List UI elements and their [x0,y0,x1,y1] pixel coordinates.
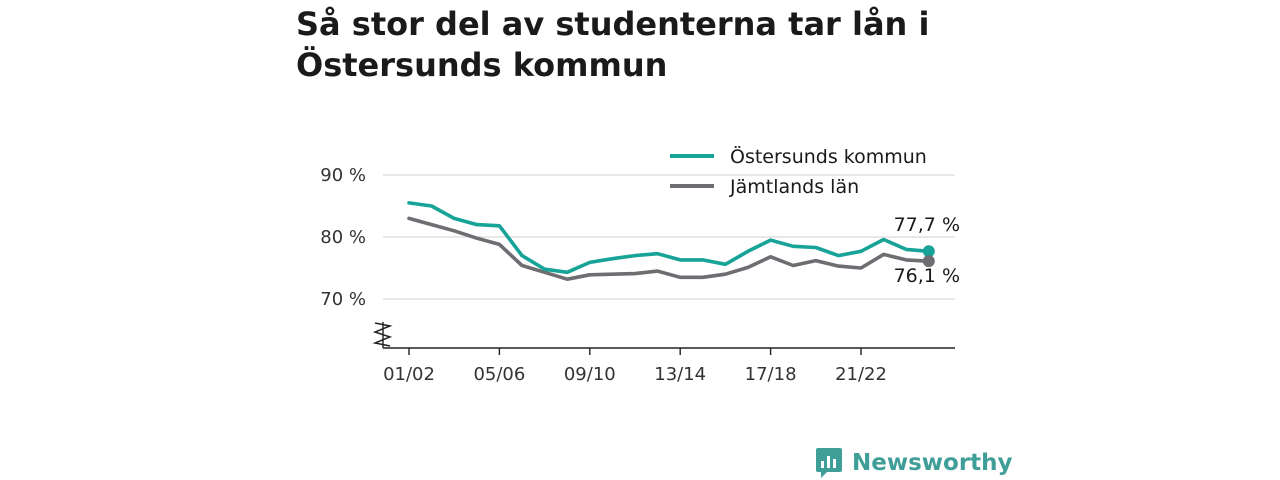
x-tick-label: 21/22 [835,364,887,385]
newsworthy-brand: Newsworthy [815,446,1013,480]
series-line [407,216,931,282]
axis-break-icon [372,322,393,347]
x-tick-label: 09/10 [564,364,616,385]
series-end-label: 77,7 % [894,214,960,236]
series-line [407,201,931,275]
chart-title: Så stor del av studenterna tar lån i Öst… [296,5,930,84]
x-tick-label: 17/18 [745,364,797,385]
legend-label: Jämtlands län [729,176,859,198]
x-tick-label: 01/02 [383,364,435,385]
legend-label: Östersunds kommun [730,145,927,168]
newsworthy-logo-icon [816,448,842,478]
y-tick-label: 80 % [320,227,366,248]
series-end-point [922,245,935,258]
series-end-point [922,255,935,268]
y-tick-label: 70 % [320,289,366,310]
series-end-label: 76,1 % [894,265,960,287]
x-tick-label: 13/14 [654,364,706,385]
brand-name: Newsworthy [852,450,1013,476]
x-tick-label: 05/06 [473,364,525,385]
y-tick-label: 90 % [320,165,366,186]
